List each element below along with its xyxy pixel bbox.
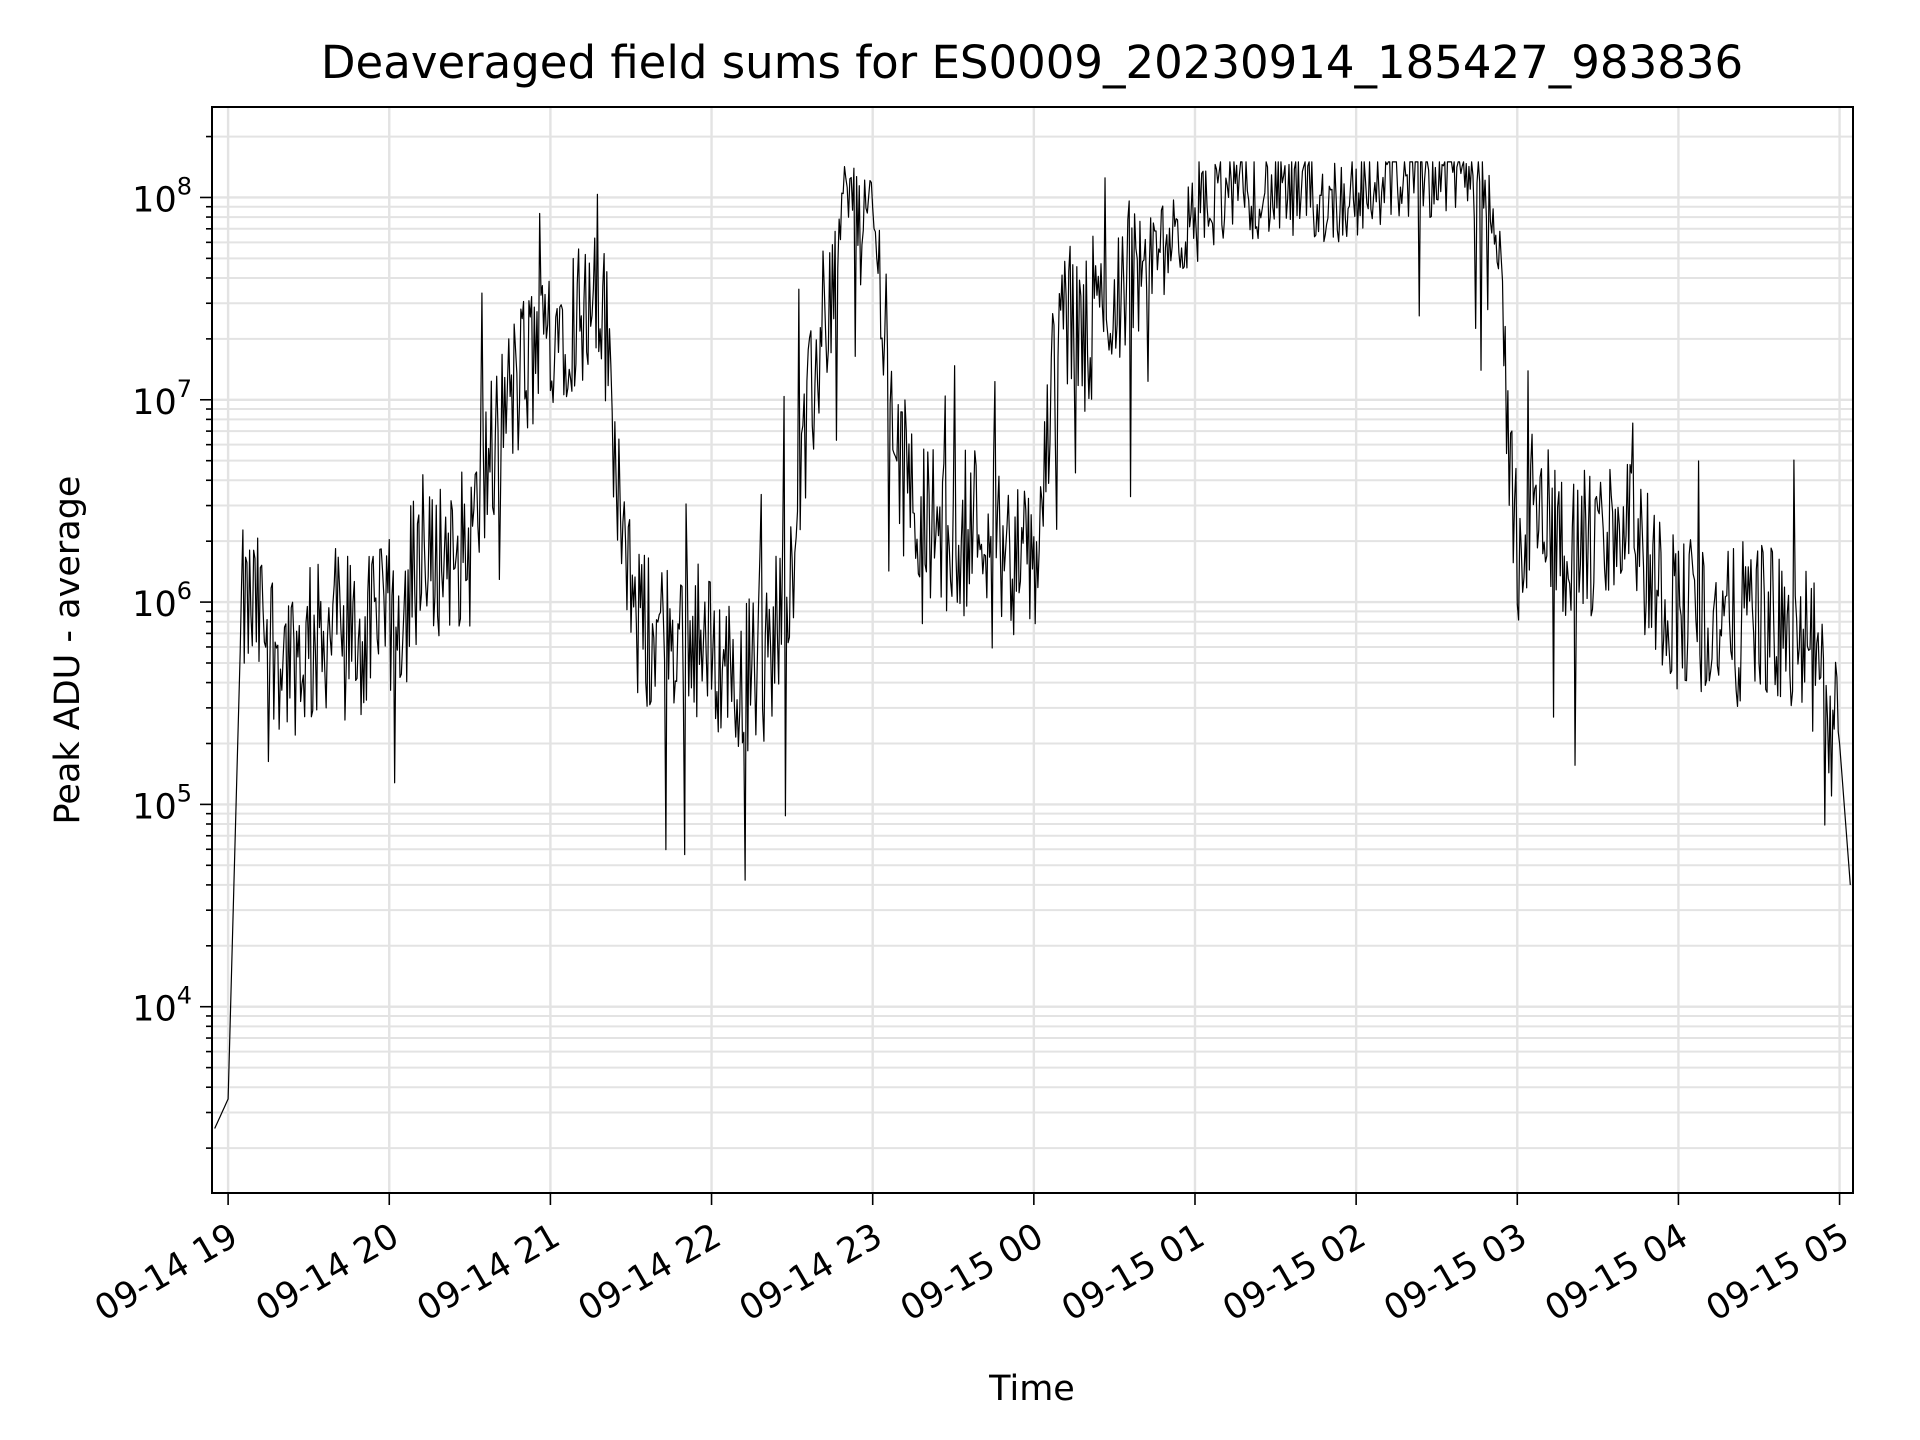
y-tick-exponent: 8 bbox=[177, 172, 192, 200]
series-line bbox=[214, 161, 1851, 1129]
plot-frame bbox=[211, 106, 1854, 1194]
x-axis-label: Time bbox=[988, 1369, 1075, 1409]
y-tick-base: 10 bbox=[132, 585, 177, 625]
y-tick-label: 105 bbox=[132, 779, 192, 827]
y-tick-base: 10 bbox=[132, 180, 177, 220]
y-tick-exponent: 5 bbox=[177, 779, 192, 807]
x-tick-label: 09-14 22 bbox=[572, 1216, 728, 1329]
y-tick-label: 108 bbox=[132, 172, 192, 220]
x-tick-label: 09-14 20 bbox=[249, 1216, 405, 1329]
chart-title: Deaveraged field sums for ES0009_2023091… bbox=[321, 36, 1743, 89]
x-tick-label: 09-14 19 bbox=[88, 1216, 244, 1329]
y-tick-exponent: 4 bbox=[177, 982, 192, 1010]
y-tick-exponent: 7 bbox=[177, 375, 192, 403]
x-tick-label: 09-15 04 bbox=[1539, 1216, 1695, 1329]
grid-lines bbox=[212, 107, 1853, 1193]
x-tick-label: 09-15 02 bbox=[1216, 1216, 1372, 1329]
y-tick-base: 10 bbox=[132, 383, 177, 423]
x-tick-label: 09-15 03 bbox=[1377, 1216, 1533, 1329]
y-tick-label: 107 bbox=[132, 375, 192, 423]
y-axis-label: Peak ADU - average bbox=[48, 476, 88, 825]
y-tick-label: 106 bbox=[132, 577, 192, 625]
x-tick-label: 09-15 01 bbox=[1055, 1216, 1211, 1329]
y-tick-label: 104 bbox=[132, 982, 192, 1030]
y-tick-exponent: 6 bbox=[177, 577, 192, 605]
x-tick-label: 09-15 00 bbox=[894, 1216, 1050, 1329]
series-group bbox=[214, 161, 1851, 1129]
x-tick-label: 09-15 05 bbox=[1700, 1216, 1856, 1329]
x-axis: 09-14 19 09-14 20 09-14 21 09-14 22 09-14 23… bbox=[88, 1193, 1856, 1329]
x-tick-label: 09-14 23 bbox=[733, 1216, 889, 1329]
y-tick-base: 10 bbox=[132, 990, 177, 1030]
plot-area bbox=[212, 107, 1853, 1193]
y-tick-base: 10 bbox=[132, 787, 177, 827]
x-tick-label: 09-14 21 bbox=[411, 1216, 567, 1329]
